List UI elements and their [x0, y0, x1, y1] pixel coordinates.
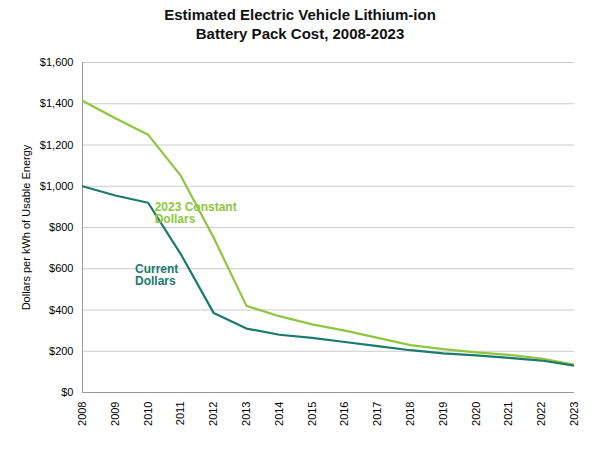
svg-text:2009: 2009	[109, 401, 121, 425]
html-text:Estimated Electric Vehicle Lit: Estimated Electric Vehicle Lithium-ion B…	[164, 6, 436, 42]
svg-text:2014: 2014	[273, 401, 285, 425]
svg-text:CurrentDollars: CurrentDollars	[135, 261, 178, 287]
svg-text:$1,000: $1,000	[40, 179, 74, 191]
svg-text:$600: $600	[49, 262, 73, 274]
svg-text:2008: 2008	[76, 401, 88, 425]
svg-text:2012: 2012	[207, 401, 219, 425]
svg-text:2021: 2021	[502, 401, 514, 425]
svg-text:2018: 2018	[404, 401, 416, 425]
svg-text:$800: $800	[49, 221, 73, 233]
svg-text:$0: $0	[61, 386, 73, 398]
svg-text:$1,400: $1,400	[40, 97, 74, 109]
svg-text:$200: $200	[49, 344, 73, 356]
svg-text:2016: 2016	[338, 401, 350, 425]
svg-text:2023: 2023	[568, 401, 580, 425]
svg-text:Dollars per kWh of Usable Ener: Dollars per kWh of Usable Energy	[20, 144, 32, 310]
svg-text:2019: 2019	[437, 401, 449, 425]
svg-text:2020: 2020	[470, 401, 482, 425]
svg-text:2023 ConstantDollars: 2023 ConstantDollars	[155, 199, 237, 225]
svg-text:$1,200: $1,200	[40, 138, 74, 150]
svg-text:2010: 2010	[142, 401, 154, 425]
svg-text:2017: 2017	[371, 401, 383, 425]
svg-text:2013: 2013	[240, 401, 252, 425]
svg-text:$400: $400	[49, 303, 73, 315]
svg-text:$1,600: $1,600	[40, 56, 74, 68]
svg-text:2022: 2022	[535, 401, 547, 425]
svg-text:2011: 2011	[174, 401, 186, 425]
svg-text:2015: 2015	[306, 401, 318, 425]
